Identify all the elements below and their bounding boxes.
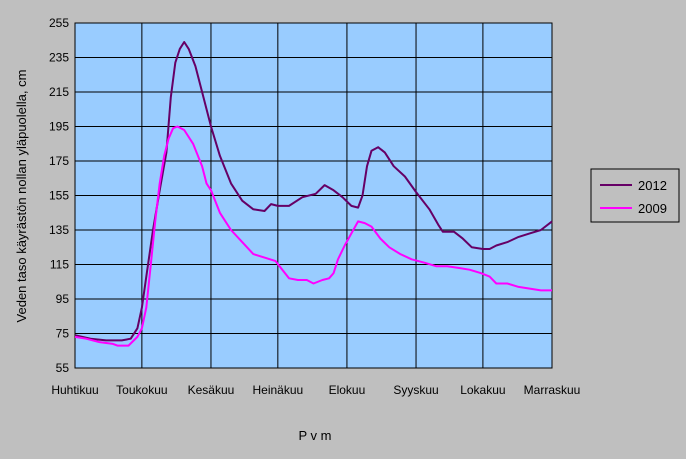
y-tick-label: 235: [49, 51, 69, 65]
legend-label-2009: 2009: [638, 201, 667, 216]
x-tick-label: Huhtikuu: [51, 383, 98, 397]
y-tick-label: 95: [56, 292, 70, 306]
x-tick-label: Toukokuu: [116, 383, 167, 397]
series-line-2009: [74, 125, 552, 347]
y-axis-title: Veden taso käyrästön nollan yläpuolella,…: [14, 70, 29, 323]
x-axis-title: P v m: [299, 428, 332, 443]
gridlines: [75, 22, 552, 369]
x-tick-label: Elokuu: [329, 383, 366, 397]
legend: 2012 2009: [590, 168, 680, 223]
x-tick-label: Marraskuu: [524, 383, 581, 397]
x-tick-label: Syyskuu: [393, 383, 438, 397]
y-tick-label: 55: [56, 361, 70, 375]
y-tick-label: 75: [56, 327, 70, 341]
legend-box: [590, 168, 680, 223]
x-tick-label: Lokakuu: [460, 383, 505, 397]
y-tick-label: 155: [49, 189, 69, 203]
y-tick-label: 175: [49, 154, 69, 168]
y-tick-label: 135: [49, 223, 69, 237]
y-tick-label: 195: [49, 120, 69, 134]
series-lines: [74, 41, 553, 347]
x-axis-ticks: Huhtikuu Toukokuu Kesäkuu Heinäkuu Elokuu Syy…: [51, 383, 580, 397]
legend-label-2012: 2012: [638, 178, 667, 193]
y-tick-label: 115: [50, 258, 69, 272]
y-tick-label: 255: [49, 16, 69, 30]
x-tick-label: Heinäkuu: [252, 383, 303, 397]
y-tick-label: 215: [49, 85, 69, 99]
y-axis-ticks: 255 235 215 195 175 155 135 115 95 75 55: [49, 16, 69, 375]
x-tick-label: Kesäkuu: [188, 383, 235, 397]
series-line-2012: [74, 41, 553, 342]
